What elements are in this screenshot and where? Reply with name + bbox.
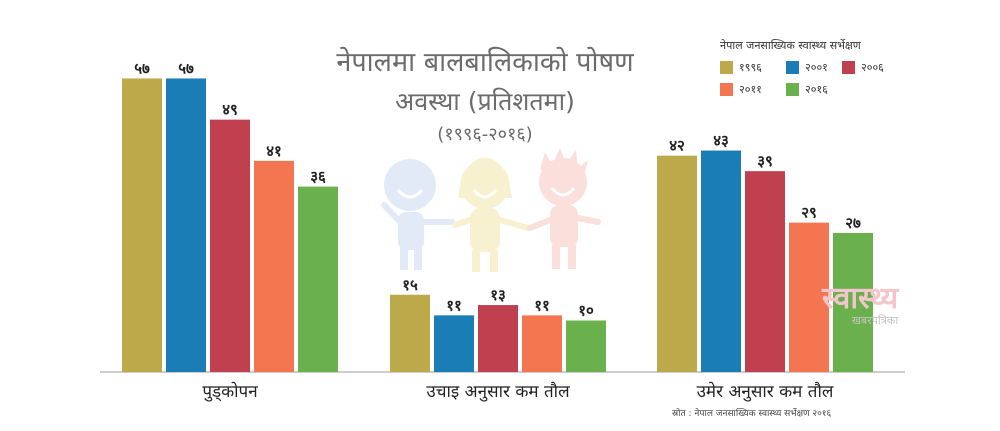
value-label-3-3: ३९ (757, 152, 773, 170)
bar-3-5 (833, 232, 873, 372)
bar-1-4 (254, 160, 294, 372)
value-labels-group: ५७ ५७ ४९ ४१ ३६ १५ ११ १३ ११ १० ४२ ४३ ३९ २९ २७ (134, 59, 861, 319)
child-pink-figure (527, 148, 601, 269)
chart-title-line1: नेपालमा बालबालिकाको पोषण (336, 47, 634, 78)
children-illustration (381, 148, 601, 272)
bar-1-1 (122, 78, 162, 372)
value-label-1-5: ३६ (310, 168, 326, 186)
source-note: स्रोत : नेपाल जनसाख्यिक स्वास्थ्य सर्भेक… (672, 409, 832, 419)
bar-3-2 (701, 150, 741, 372)
value-label-3-4: २९ (801, 204, 817, 222)
bar-3-4 (789, 222, 829, 372)
value-label-2-4: ११ (534, 296, 550, 314)
legend-item-3: २००६ (842, 60, 884, 75)
bar-3-3 (745, 171, 785, 372)
legend-swatch (786, 83, 799, 96)
child-yellow-figure (452, 157, 531, 272)
chart-title-line2: अवस्था (प्रतिशतमा) (395, 87, 575, 116)
bar-1-3 (210, 119, 250, 373)
bar-1-2 (166, 78, 206, 372)
legend-item-2: २००१ (786, 60, 828, 75)
category-label-1: पुड्कोपन (202, 381, 258, 402)
value-label-1-3: ४९ (222, 101, 238, 119)
value-label-1-4: ४१ (266, 142, 282, 160)
legend: नेपाल जनसाख्यिक स्वास्थ्य सर्भेक्षण १९९६… (720, 38, 920, 96)
bar-2-3 (478, 305, 518, 372)
watermark-main-text: स्वास्थ्य (822, 281, 899, 316)
chart-title-years: (१९९६-२०१६) (437, 124, 533, 145)
legend-swatch (842, 61, 855, 74)
child-blue-figure (381, 159, 455, 270)
value-label-3-2: ४३ (713, 132, 729, 150)
value-label-2-3: १३ (490, 286, 506, 304)
watermark-logo: स्वास्थ्य खबरपत्रिका (822, 276, 898, 328)
value-label-3-1: ४२ (669, 137, 685, 155)
legend-title: नेपाल जनसाख्यिक स्वास्थ्य सर्भेक्षण (720, 39, 861, 52)
value-label-1-1: ५७ (134, 59, 150, 77)
value-label-3-5: २७ (845, 214, 861, 232)
legend-swatch (720, 83, 733, 96)
value-label-2-1: १५ (402, 276, 418, 294)
category-label-3: उमेर अनुसार कम तौल (697, 381, 834, 402)
legend-swatch (720, 61, 733, 74)
bar-1-5 (298, 186, 338, 372)
bar-2-4 (522, 315, 562, 372)
value-label-2-5: १० (578, 302, 594, 320)
value-label-2-2: ११ (446, 296, 462, 314)
legend-label: १९९६ (739, 61, 762, 74)
watermark-sub-text: खबरपत्रिका (851, 314, 899, 327)
category-label-2: उचाइ अनुसार कम तौल (426, 381, 570, 402)
bar-2-2 (434, 315, 474, 372)
legend-item-5: २०१६ (786, 82, 828, 97)
bar-2-1 (390, 294, 430, 372)
legend-label: २००६ (861, 61, 884, 74)
bar-2-5 (566, 320, 606, 372)
legend-item-4: २०११ (720, 82, 762, 97)
category-labels-group: पुड्कोपन उचाइ अनुसार कम तौल उमेर अनुसार कम… (202, 381, 834, 402)
bar-3-1 (657, 155, 697, 372)
value-label-1-2: ५७ (178, 59, 194, 77)
bars-group (122, 78, 873, 373)
legend-item-1: १९९६ (720, 60, 762, 75)
legend-label: २००१ (805, 61, 828, 74)
legend-swatch (786, 61, 799, 74)
legend-label: २०१६ (805, 83, 828, 96)
legend-label: २०११ (739, 83, 762, 96)
